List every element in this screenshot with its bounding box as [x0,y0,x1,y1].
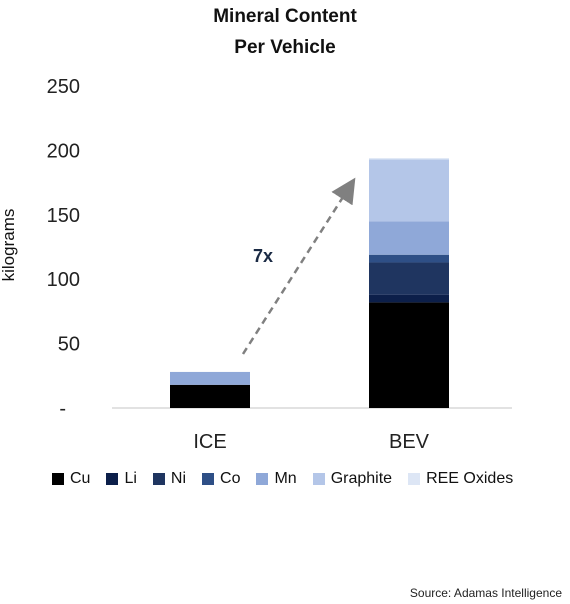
y-tick-label: 200 [47,140,80,162]
source-note: Source: Adamas Intelligence [409,586,562,600]
legend-item: Mn [256,470,297,488]
legend-item: Co [202,470,240,488]
legend-item: Ni [152,470,187,488]
bar-segment-bev-ree-oxides [369,158,449,160]
y-tick-label: - [59,398,66,420]
legend-item: Li [106,470,137,488]
stacked-bar-chart: kilograms - 50 100 150 200 250 7x ICE BEV [0,76,512,453]
legend-swatch [312,473,325,485]
bar-segment-bev-li [369,294,449,303]
legend-item: Graphite [312,470,393,488]
bar-segment-bev-ni [369,262,449,295]
legend-label: Mn [274,470,297,487]
y-axis-label: kilograms [0,209,18,282]
legend-label: Li [124,470,137,487]
bar-segment-ice-cu [170,384,250,408]
chart-subtitle: Per Vehicle [234,37,336,58]
legend-label: Ni [170,470,187,487]
legend-swatch [106,473,119,485]
y-tick-label: 100 [47,269,80,291]
growth-annotation: 7x [253,246,273,266]
bar-segment-bev-graphite [369,159,449,222]
legend-swatch [256,473,269,485]
bar-segment-ice-mn [170,371,250,385]
legend-label: Co [220,470,241,487]
legend-label: REE Oxides [426,470,514,487]
legend-swatch [408,473,421,485]
legend-swatch [52,473,64,485]
legend: Cu Li Ni Co Mn Graphite REE Oxides [52,470,529,488]
x-category-label: ICE [193,431,226,453]
legend-swatch [152,473,165,485]
y-tick-label: 50 [58,334,80,356]
bar-segment-bev-co [369,254,449,263]
chart-title: Mineral Content [213,6,357,27]
legend-label: Cu [70,470,91,487]
legend-item: REE Oxides [408,470,513,488]
y-tick-label: 250 [47,76,80,98]
legend-label: Graphite [330,470,393,487]
legend-item: Cu [52,470,90,488]
growth-arrow [241,177,356,355]
bar-segment-bev-mn [369,221,449,255]
y-tick-label: 150 [47,205,80,227]
bar-segment-bev-cu [369,302,449,408]
x-category-label: BEV [389,431,430,453]
legend-swatch [202,473,215,485]
